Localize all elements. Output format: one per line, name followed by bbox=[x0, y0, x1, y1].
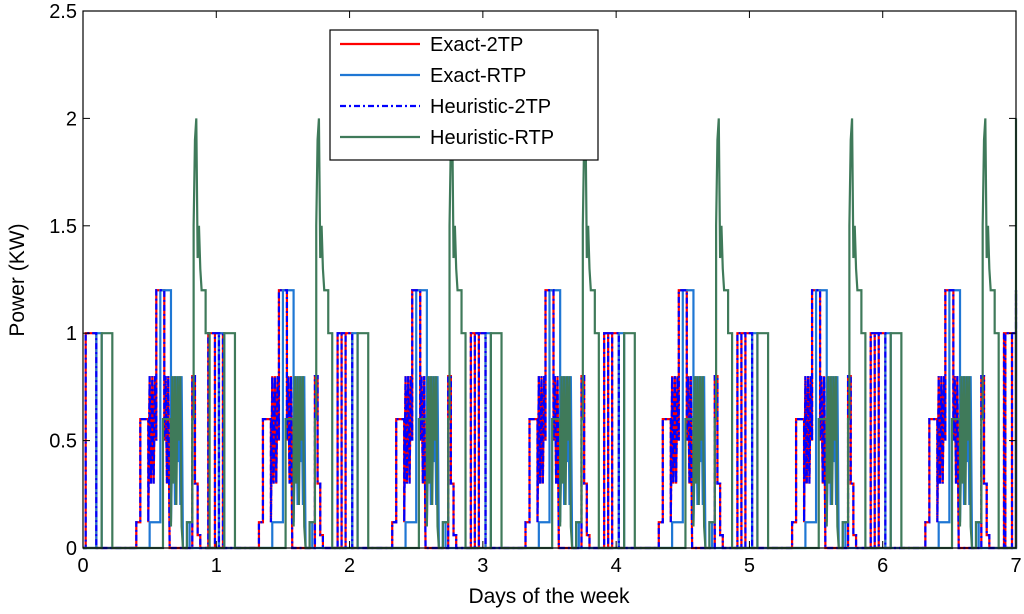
x-tick-label: 1 bbox=[211, 555, 222, 577]
x-tick-label: 2 bbox=[344, 555, 355, 577]
series-line-heuristic-2tp bbox=[83, 289, 1018, 550]
y-axis-label: Power (KW) bbox=[6, 223, 29, 336]
y-tick-label: 1.5 bbox=[49, 216, 77, 238]
y-tick-label: 0.5 bbox=[49, 431, 77, 453]
legend-label: Exact-2TP bbox=[430, 34, 523, 56]
series-layer bbox=[83, 118, 1018, 550]
x-tick-label: 5 bbox=[744, 555, 755, 577]
plot-frame bbox=[82, 10, 1017, 549]
axis-ticks: 0 1 2 3 4 5 6 7 0 0.5 1 1.5 2 2.5 bbox=[49, 1, 1021, 577]
legend-label: Exact-RTP bbox=[430, 65, 526, 87]
x-tick-label: 3 bbox=[477, 555, 488, 577]
y-tick-label: 0 bbox=[66, 538, 77, 560]
legend-label: Heuristic-2TP bbox=[430, 96, 551, 118]
x-tick-label: 6 bbox=[877, 555, 888, 577]
legend: Exact-2TP Exact-RTP Heuristic-2TP Heuristic… bbox=[329, 29, 599, 161]
y-tick-label: 2.5 bbox=[49, 1, 77, 23]
legend-label: Heuristic-RTP bbox=[430, 127, 554, 149]
x-tick-label: 0 bbox=[77, 555, 88, 577]
x-tick-label: 4 bbox=[611, 555, 622, 577]
series-line-heuristic-rtp bbox=[83, 118, 1018, 550]
y-tick-label: 2 bbox=[66, 108, 77, 130]
x-tick-label: 7 bbox=[1010, 555, 1021, 577]
legend-box bbox=[329, 29, 599, 161]
y-tick-label: 1 bbox=[66, 323, 77, 345]
x-axis-label: Days of the week bbox=[468, 585, 630, 608]
